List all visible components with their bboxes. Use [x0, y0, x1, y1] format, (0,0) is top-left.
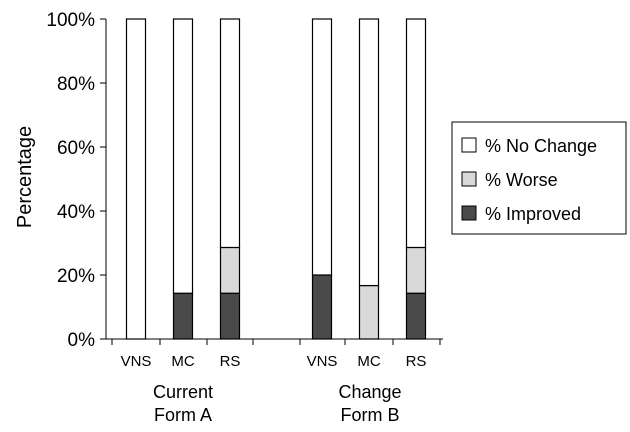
- group-label-line1: Change: [338, 382, 401, 402]
- x-tick-label: MC: [171, 353, 194, 370]
- legend-label: % Worse: [485, 170, 558, 190]
- bar-segment-nochange: [172, 18, 194, 294]
- bar-segment-worse: [405, 246, 427, 294]
- legend-label: % No Change: [485, 136, 597, 156]
- bar-segment-worse: [358, 284, 380, 340]
- bar-segment-nochange: [125, 18, 147, 340]
- legend-label: % Improved: [485, 204, 581, 224]
- bar-segment-nochange: [405, 18, 427, 249]
- x-tick-label: VNS: [121, 353, 152, 370]
- y-axis-label: Percentage: [14, 126, 36, 228]
- y-tick-label: 60%: [57, 138, 95, 159]
- group-label-line1: Current: [153, 382, 213, 402]
- bar-segment-nochange: [219, 18, 241, 249]
- y-axis: 0% 20% 40% 60% 80% 100%: [46, 10, 107, 351]
- x-tick-label: MC: [357, 353, 380, 370]
- bar-segment-improved: [172, 292, 194, 340]
- bar-segment-improved: [311, 274, 333, 340]
- bar-segment-nochange: [311, 18, 333, 276]
- bar-segment-improved: [219, 292, 241, 340]
- bar-segment-nochange: [358, 18, 380, 287]
- legend-swatch: [461, 205, 477, 221]
- bar-segment-improved: [405, 292, 427, 340]
- y-tick-label: 0%: [68, 330, 96, 351]
- legend-swatch: [461, 137, 477, 153]
- bar-segment-worse: [219, 246, 241, 294]
- group-label-line2: Form B: [340, 405, 399, 425]
- x-tick-label: RS: [406, 353, 427, 370]
- legend: % No Change % Worse % Improved: [451, 121, 627, 235]
- y-tick-label: 80%: [57, 74, 95, 95]
- x-tick-label: VNS: [307, 353, 338, 370]
- y-tick-label: 100%: [46, 10, 95, 31]
- bars: [125, 18, 427, 340]
- legend-swatch: [461, 171, 477, 187]
- x-axis: VNS MC RS VNS MC RS Current Form A Change Form B: [106, 338, 443, 425]
- x-tick-label: RS: [220, 353, 241, 370]
- legend-box: [451, 121, 627, 235]
- y-tick-label: 20%: [57, 266, 95, 287]
- group-label-line2: Form A: [154, 405, 212, 425]
- y-tick-label: 40%: [57, 202, 95, 223]
